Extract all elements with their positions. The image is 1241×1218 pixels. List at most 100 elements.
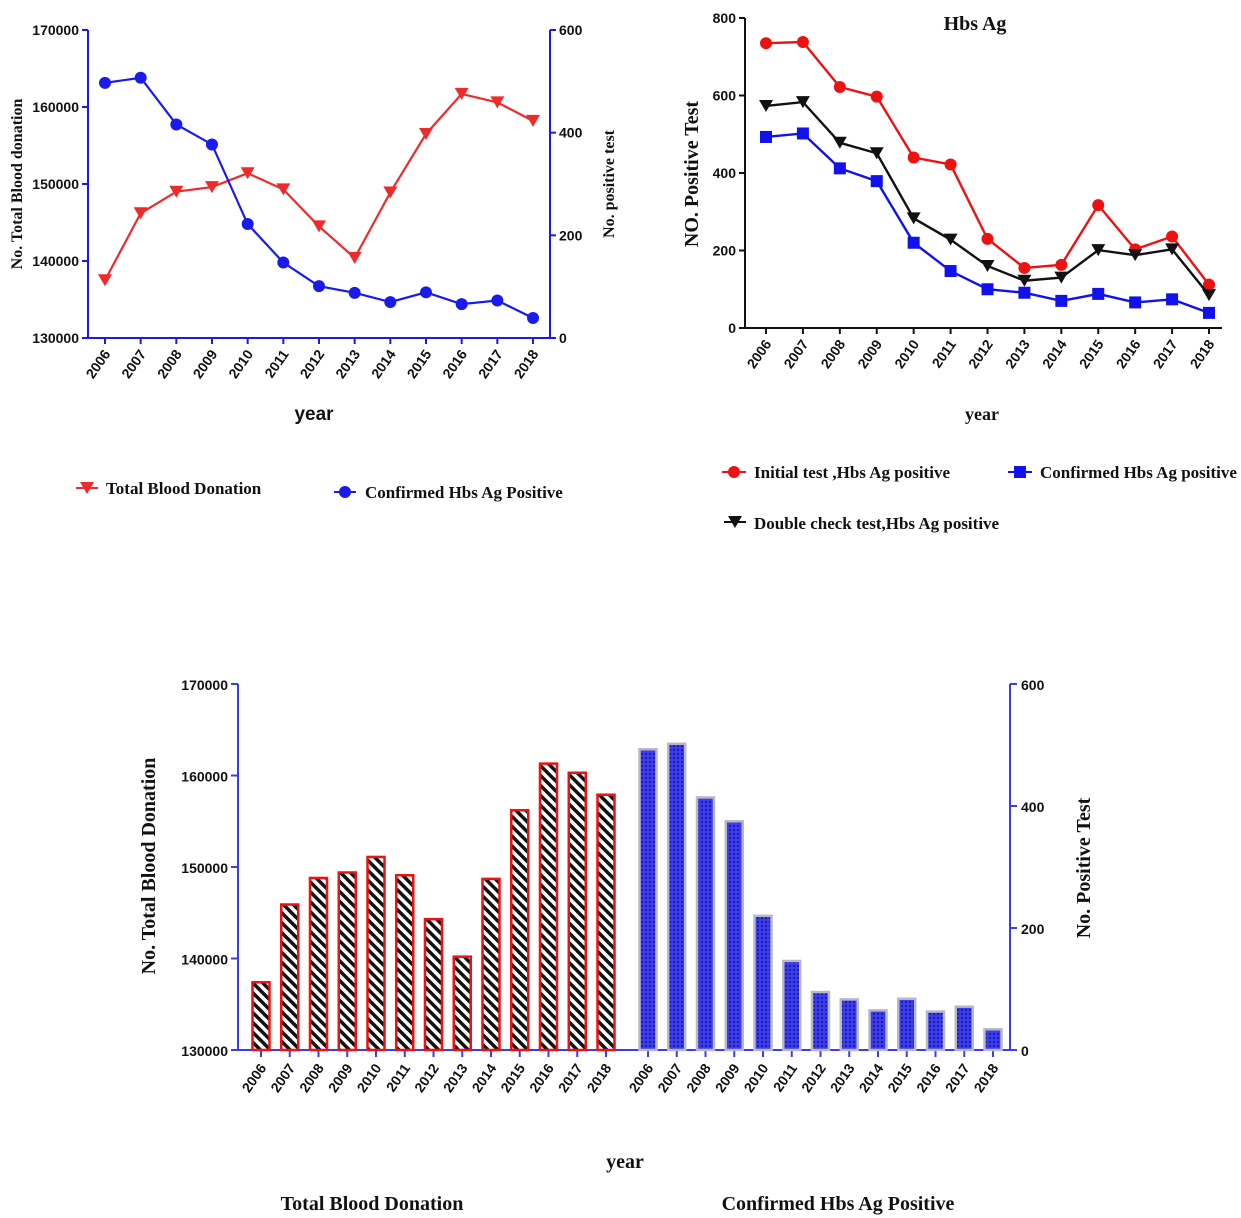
chart1-right-tick-label: 200: [559, 227, 583, 243]
chart2-series1-point: [907, 236, 920, 249]
chart2-legend-double-check: Double check test,Hbs Ag positive: [754, 514, 1000, 533]
chart1-series0-point: [347, 251, 362, 264]
chart2-x-tick-label: 2016: [1113, 336, 1144, 371]
chart3-bar-blood-donation: [395, 873, 415, 1052]
chart3-x-tick-label: 2015: [497, 1060, 528, 1095]
chart3-left-tick-label: 140000: [181, 952, 228, 968]
chart3-bar-blood-donation: [366, 855, 386, 1052]
chart3-bar-blood-donation: [510, 809, 530, 1052]
chart3-bar-confirmed: [724, 820, 744, 1052]
chart2-series1-point: [1166, 293, 1179, 306]
chart1-left-tick-label: 140000: [32, 253, 79, 269]
chart2-series2-point: [795, 96, 810, 109]
chart3-right-tick-label: 600: [1021, 677, 1045, 693]
chart2-title: Hbs Ag: [944, 13, 1007, 35]
chart3-x-tick-label: 2011: [383, 1060, 414, 1094]
chart1-x-tick-label: 2017: [475, 346, 506, 381]
chart2-series1-point: [1092, 287, 1105, 300]
chart2-series2-point: [759, 99, 773, 112]
chart2-series-line-0: [765, 40, 1210, 286]
chart2-x-tick-label: 2018: [1186, 336, 1217, 371]
chart2-x-tick-label: 2010: [891, 336, 922, 371]
chart2-series1-point: [1129, 296, 1142, 309]
chart1-series1-point: [420, 286, 432, 299]
chart3-bar-blood-donation: [423, 917, 444, 1052]
chart2-series0-point: [1092, 199, 1105, 212]
chart2-series1-point: [833, 162, 846, 175]
chart1-x-tick-label: 2006: [82, 346, 113, 381]
chart3-legend-confirmed: Confirmed Hbs Ag Positive: [722, 1193, 955, 1215]
chart3-bar-blood-donation: [280, 903, 300, 1052]
chart3-x-tick-label: 2012: [798, 1060, 829, 1095]
chart3-left-tick-label: 160000: [181, 769, 228, 785]
chart1-x-tick-label: 2007: [118, 346, 149, 381]
chart1-series0-point: [526, 114, 540, 127]
chart1-series0-point: [454, 87, 469, 100]
chart2-series2-point: [1128, 249, 1143, 262]
chart2-x-axis-title: year: [965, 404, 999, 424]
chart1-legend: Total Blood Donation Confirmed Hbs Ag Po…: [76, 479, 563, 502]
chart1-series0-point: [240, 167, 255, 180]
chart2-x-tick-label: 2012: [965, 336, 996, 371]
chart3-bar-blood-donation: [452, 955, 472, 1052]
chart3-x-tick-label: 2018: [583, 1060, 614, 1095]
chart3-bar-blood-donation: [538, 762, 559, 1052]
chart-1-blood-donation-vs-positive: 130000 140000 150000 160000 170000 0 200 400 600…: [9, 22, 618, 502]
chart1-legend-total-blood-donation: Total Blood Donation: [106, 479, 262, 498]
chart3-x-tick-label: 2009: [712, 1060, 743, 1095]
chart1-x-tick-label: 2008: [154, 346, 185, 381]
chart2-x-tick-label: 2014: [1039, 336, 1070, 371]
chart1-x-tick-label: 2018: [510, 346, 541, 381]
chart2-legend-initial: Initial test ,Hbs Ag positive: [754, 463, 950, 482]
chart2-series1-point: [796, 127, 809, 140]
chart3-bar-confirmed: [925, 1010, 946, 1052]
chart3-bar-blood-donation: [596, 793, 616, 1052]
chart2-series2-point: [1165, 243, 1180, 256]
chart1-series0-point: [490, 96, 505, 109]
chart3-x-tick-label: 2014: [468, 1060, 499, 1095]
chart2-series1-point: [1055, 294, 1068, 307]
chart2-legend-confirmed: Confirmed Hbs Ag positive: [1040, 463, 1237, 482]
chart3-x-tick-label: 2015: [884, 1060, 915, 1095]
chart1-series1-point: [99, 76, 111, 89]
chart2-x-tick-label: 2009: [854, 336, 885, 371]
chart3-right-axis-title: No. Positive Test: [1073, 797, 1095, 938]
chart1-x-tick-label: 2016: [439, 346, 470, 381]
chart3-x-tick-label: 2007: [267, 1060, 298, 1095]
chart1-x-tick-label: 2010: [225, 346, 256, 381]
chart1-series0-point: [205, 181, 219, 194]
chart3-bar-blood-donation: [251, 981, 271, 1052]
chart3-bar-confirmed: [695, 796, 716, 1052]
chart3-x-tick-label: 2013: [827, 1060, 858, 1095]
chart1-series1-point: [348, 286, 361, 299]
chart2-x-tick-label: 2017: [1150, 336, 1181, 371]
chart3-bar-blood-donation: [337, 871, 357, 1052]
chart2-series0-point: [1055, 258, 1068, 271]
chart1-series0-point: [383, 186, 398, 199]
chart3-left-tick-label: 130000: [181, 1043, 228, 1059]
chart2-series1-point: [944, 265, 957, 278]
chart1-series1-point: [384, 296, 397, 309]
chart1-right-tick-label: 600: [559, 22, 583, 38]
chart1-series1-point: [241, 218, 254, 231]
chart2-series0-point: [981, 232, 994, 245]
chart1-x-tick-label: 2012: [296, 346, 327, 381]
chart3-x-tick-label: 2012: [411, 1060, 442, 1095]
chart2-series2-point: [1017, 274, 1032, 287]
chart3-x-tick-label: 2008: [296, 1060, 327, 1095]
chart3-x-tick-label: 2016: [913, 1060, 944, 1095]
chart1-series0-point: [133, 207, 148, 220]
chart-2-hbs-ag-positive-tests: Hbs Ag 0 200 400 600 800 2006 2007 2008 2009 2010…: [681, 10, 1237, 533]
chart2-series2-point: [1202, 289, 1216, 302]
chart1-series1-point: [313, 280, 325, 293]
chart3-bar-confirmed: [667, 742, 687, 1052]
chart2-series0-point: [833, 80, 846, 93]
chart3-x-tick-label: 2009: [325, 1060, 356, 1095]
chart2-legend: Initial test ,Hbs Ag positive Confirmed …: [722, 463, 1237, 533]
chart3-x-tick-label: 2006: [238, 1060, 269, 1095]
chart1-x-tick-label: 2009: [189, 346, 220, 381]
chart1-right-tick-label: 0: [559, 330, 567, 346]
chart1-series1-point: [527, 311, 539, 324]
chart3-right-tick-label: 0: [1021, 1043, 1029, 1059]
chart2-series2-point: [1054, 271, 1069, 284]
